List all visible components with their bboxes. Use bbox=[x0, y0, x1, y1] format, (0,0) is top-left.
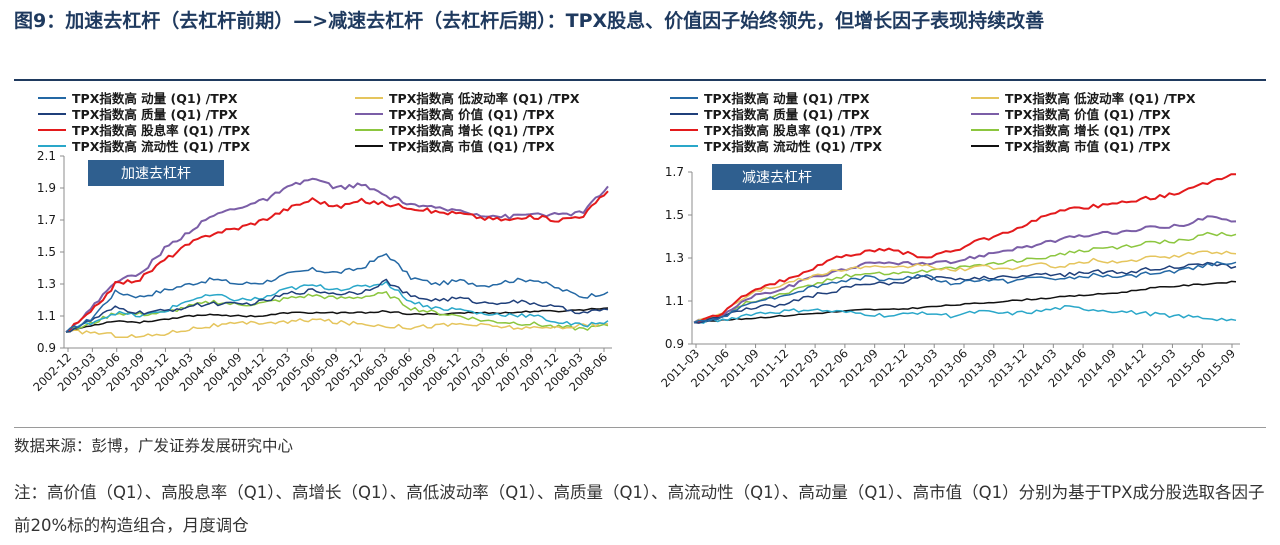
legend-label: TPX指数高 低波动率 (Q1) /TPX bbox=[389, 91, 580, 106]
legend-entry: TPX指数高 流动性 (Q1) /TPX bbox=[670, 139, 882, 154]
data-source-text: 数据来源：彭博，广发证券发展研究中心 bbox=[14, 437, 294, 455]
legend-label: TPX指数高 动量 (Q1) /TPX bbox=[704, 91, 870, 106]
series-line bbox=[65, 318, 609, 339]
legend-label: TPX指数高 股息率 (Q1) /TPX bbox=[72, 123, 250, 138]
legend-label: TPX指数高 市值 (Q1) /TPX bbox=[1005, 139, 1171, 154]
series-line bbox=[693, 261, 1237, 324]
legend-label: TPX指数高 低波动率 (Q1) /TPX bbox=[1005, 91, 1196, 106]
series-line bbox=[693, 280, 1237, 324]
footnote-text: 注：高价值（Q1）、高股息率（Q1）、高增长（Q1）、高低波动率（Q1）、高质量… bbox=[14, 483, 1265, 535]
legend-entry: TPX指数高 低波动率 (Q1) /TPX bbox=[971, 91, 1196, 106]
phase-label-box: 减速去杠杆 bbox=[712, 164, 842, 190]
y-tick-label: 1.3 bbox=[37, 277, 56, 291]
series-line bbox=[65, 307, 609, 333]
legend-label: TPX指数高 增长 (Q1) /TPX bbox=[389, 123, 555, 138]
y-tick-label: 1.1 bbox=[37, 309, 56, 323]
y-tick-label: 1.7 bbox=[37, 213, 56, 227]
series-line bbox=[65, 280, 609, 333]
legend-entry: TPX指数高 质量 (Q1) /TPX bbox=[38, 107, 238, 122]
legend-label: TPX指数高 质量 (Q1) /TPX bbox=[72, 107, 238, 122]
series-line bbox=[693, 304, 1237, 324]
series-line bbox=[65, 278, 609, 333]
legend-label: TPX指数高 增长 (Q1) /TPX bbox=[1005, 123, 1171, 138]
series-line bbox=[693, 173, 1237, 324]
y-tick-label: 2.1 bbox=[37, 149, 56, 163]
legend-entry: TPX指数高 价值 (Q1) /TPX bbox=[971, 107, 1171, 122]
legend-label: TPX指数高 股息率 (Q1) /TPX bbox=[704, 123, 882, 138]
y-tick-label: 0.9 bbox=[37, 341, 56, 355]
legend-entry: TPX指数高 市值 (Q1) /TPX bbox=[355, 139, 555, 154]
y-tick-label: 0.9 bbox=[665, 337, 684, 351]
phase-label: 减速去杠杆 bbox=[742, 170, 812, 186]
title-divider bbox=[14, 79, 1266, 81]
legend-entry: TPX指数高 增长 (Q1) /TPX bbox=[355, 123, 555, 138]
series-line bbox=[693, 261, 1237, 324]
y-tick-label: 1.7 bbox=[665, 165, 684, 179]
legend-entry: TPX指数高 价值 (Q1) /TPX bbox=[355, 107, 555, 122]
y-tick-label: 1.5 bbox=[665, 208, 684, 222]
phase-label-background bbox=[88, 160, 224, 186]
legend-label: TPX指数高 价值 (Q1) /TPX bbox=[389, 107, 555, 122]
legend-label: TPX指数高 价值 (Q1) /TPX bbox=[1005, 107, 1171, 122]
legend-label: TPX指数高 流动性 (Q1) /TPX bbox=[704, 139, 882, 154]
y-tick-label: 1.3 bbox=[665, 251, 684, 265]
phase-label-box: 加速去杠杆 bbox=[88, 160, 224, 186]
chart-bottom-divider bbox=[14, 427, 1266, 428]
legend-entry: TPX指数高 增长 (Q1) /TPX bbox=[971, 123, 1171, 138]
phase-label-background bbox=[712, 164, 842, 190]
legend-entry: TPX指数高 动量 (Q1) /TPX bbox=[670, 91, 870, 106]
series-line bbox=[693, 231, 1237, 324]
legend-entry: TPX指数高 股息率 (Q1) /TPX bbox=[38, 123, 250, 138]
legend-label: TPX指数高 市值 (Q1) /TPX bbox=[389, 139, 555, 154]
y-tick-label: 1.9 bbox=[37, 181, 56, 195]
legend-label: TPX指数高 动量 (Q1) /TPX bbox=[72, 91, 238, 106]
legend-label: TPX指数高 流动性 (Q1) /TPX bbox=[72, 139, 250, 154]
figure-title: 图9：加速去杠杆（去杠杆前期）—>减速去杠杆（去杠杆后期）：TPX股息、价值因子… bbox=[14, 10, 1045, 32]
series-line bbox=[65, 190, 609, 333]
y-tick-label: 1.5 bbox=[37, 245, 56, 259]
series-line bbox=[65, 291, 609, 333]
legend-label: TPX指数高 质量 (Q1) /TPX bbox=[704, 107, 870, 122]
legend-entry: TPX指数高 市值 (Q1) /TPX bbox=[971, 139, 1171, 154]
legend-entry: TPX指数高 低波动率 (Q1) /TPX bbox=[355, 91, 580, 106]
series-line bbox=[693, 250, 1237, 324]
series-line bbox=[65, 177, 609, 333]
legend-entry: TPX指数高 流动性 (Q1) /TPX bbox=[38, 139, 250, 154]
y-tick-label: 1.1 bbox=[665, 294, 684, 308]
series-line bbox=[65, 253, 609, 333]
series-line bbox=[693, 215, 1237, 324]
phase-label: 加速去杠杆 bbox=[121, 166, 191, 182]
legend-entry: TPX指数高 股息率 (Q1) /TPX bbox=[670, 123, 882, 138]
legend-entry: TPX指数高 动量 (Q1) /TPX bbox=[38, 91, 238, 106]
legend-entry: TPX指数高 质量 (Q1) /TPX bbox=[670, 107, 870, 122]
